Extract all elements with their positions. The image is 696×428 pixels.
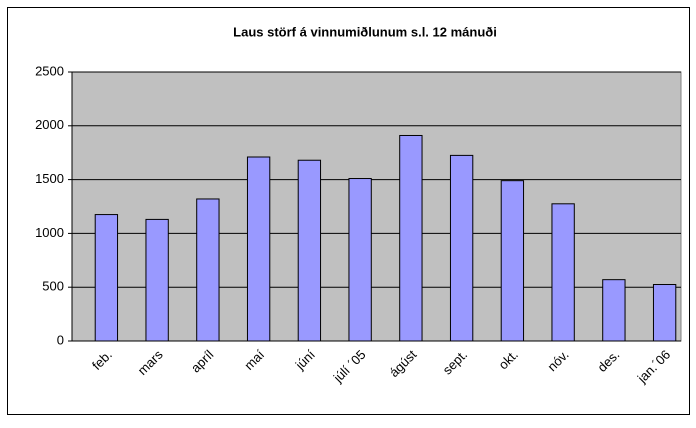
bar	[602, 279, 626, 342]
bar	[399, 134, 423, 342]
bar	[652, 284, 677, 342]
bar	[145, 218, 169, 342]
bar	[449, 154, 474, 342]
plot-area	[71, 71, 682, 342]
bar	[297, 159, 322, 342]
bar	[551, 203, 575, 342]
chart-title: Laus störf á vinnumiðlunum s.l. 12 mánuð…	[233, 24, 497, 39]
bar	[94, 214, 119, 342]
y-tick-label: 1000	[35, 225, 64, 240]
bar	[348, 178, 372, 342]
y-tick-label: 2500	[35, 63, 64, 78]
y-tick-label: 0	[57, 332, 64, 347]
y-tick-label: 2000	[35, 117, 64, 132]
bar	[500, 180, 525, 342]
bar	[196, 198, 220, 342]
y-tick-label: 1500	[35, 171, 64, 186]
y-tick-label: 500	[42, 279, 64, 294]
bar	[246, 156, 271, 342]
